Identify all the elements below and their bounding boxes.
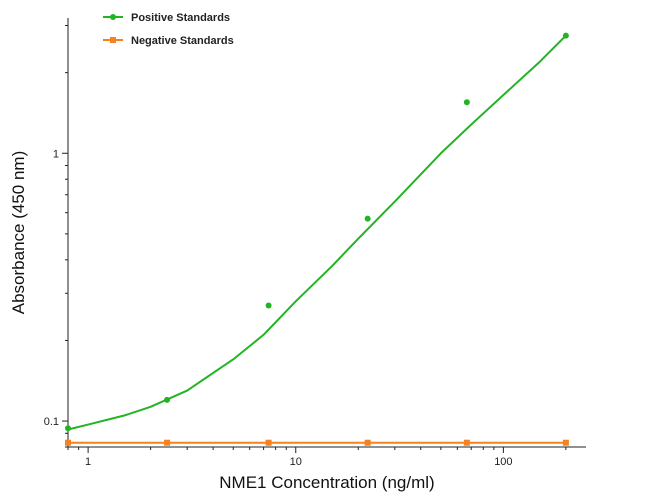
data-point — [364, 439, 371, 446]
data-point — [65, 425, 71, 432]
legend-label: Positive Standards — [131, 12, 230, 24]
y-axis-title: Absorbance (450 nm) — [9, 151, 28, 314]
x-axis: 1 10 100 — [67, 446, 586, 468]
data-point — [562, 439, 569, 446]
data-point — [265, 302, 272, 309]
legend-marker — [110, 37, 116, 43]
y-axis: 0.11 — [44, 18, 69, 448]
legend-item: Negative Standards — [103, 35, 234, 47]
x-tick-label: 10 — [290, 456, 302, 468]
data-point — [65, 439, 71, 446]
series-layer — [65, 32, 569, 446]
x-tick-label: 100 — [494, 456, 512, 468]
legend: Positive Standards Negative Standards — [103, 12, 234, 47]
data-point — [562, 32, 569, 39]
legend-label: Negative Standards — [131, 35, 234, 47]
legend-marker — [110, 14, 116, 20]
x-axis-title: NME1 Concentration (ng/ml) — [219, 473, 434, 492]
data-point — [164, 439, 171, 446]
y-tick-label: 1 — [53, 148, 59, 160]
data-point — [164, 396, 171, 403]
legend-item: Positive Standards — [103, 12, 230, 24]
series-positive — [65, 32, 569, 432]
series-negative — [65, 439, 569, 446]
data-point — [364, 215, 371, 222]
data-point — [463, 99, 470, 106]
data-point — [463, 439, 470, 446]
data-point — [265, 439, 272, 446]
y-tick-label: 0.1 — [44, 416, 59, 428]
fit-curve — [67, 34, 567, 431]
x-tick-label: 1 — [85, 456, 91, 468]
